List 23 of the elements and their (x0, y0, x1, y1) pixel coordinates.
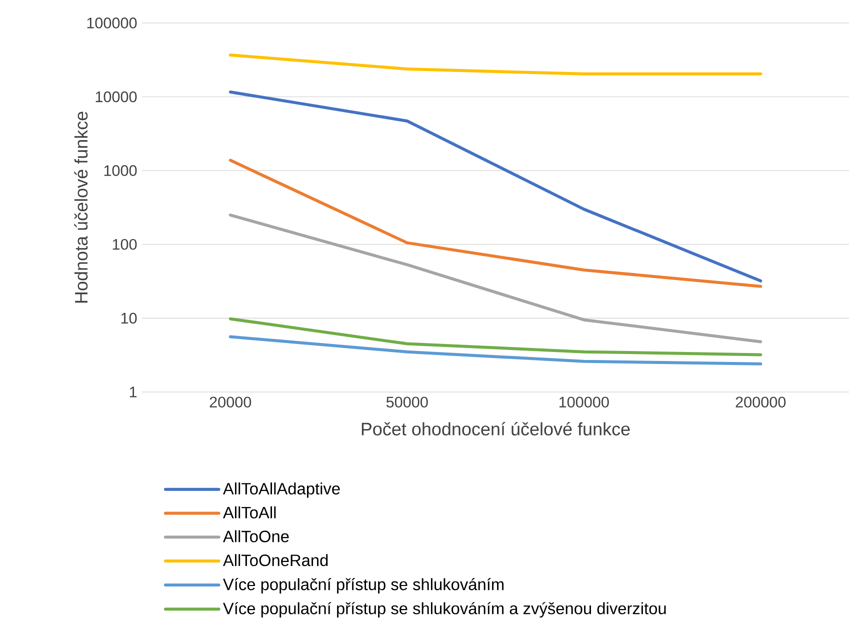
y-tick-label: 1 (130, 386, 137, 398)
legend-label: AllToOne (222, 530, 289, 542)
y-tick-label: 10000 (96, 91, 137, 102)
y-axis-title: Hodnota účelové funkce (74, 112, 88, 303)
line-series (228, 214, 762, 344)
legend-label: Více populační přístup se shlukováním a zvýšenou diverzitou (223, 602, 666, 618)
y-tick-label: 1000 (104, 165, 137, 176)
line-series (228, 317, 762, 356)
x-tick-label: 200000 (736, 396, 786, 408)
x-tick-label: 50000 (386, 396, 428, 408)
x-axis-title: Počet ohodnocení účelové funkce (362, 422, 630, 436)
y-tick-label: 100 (112, 238, 137, 250)
y-tick-label: 10 (121, 312, 137, 324)
y-tick-label: 100000 (87, 18, 137, 28)
legend-label: AllToAllAdaptive (222, 482, 340, 498)
x-tick-label: 20000 (210, 396, 252, 408)
line-series (228, 158, 762, 288)
legend-label: AllToOneRand (222, 554, 328, 566)
line-series (228, 90, 762, 282)
line-series (228, 335, 762, 366)
legend-label: AllToAll (222, 506, 276, 518)
legend-label: Více populační přístup se shlukováním (223, 578, 504, 594)
x-tick-label: 100000 (559, 396, 609, 408)
